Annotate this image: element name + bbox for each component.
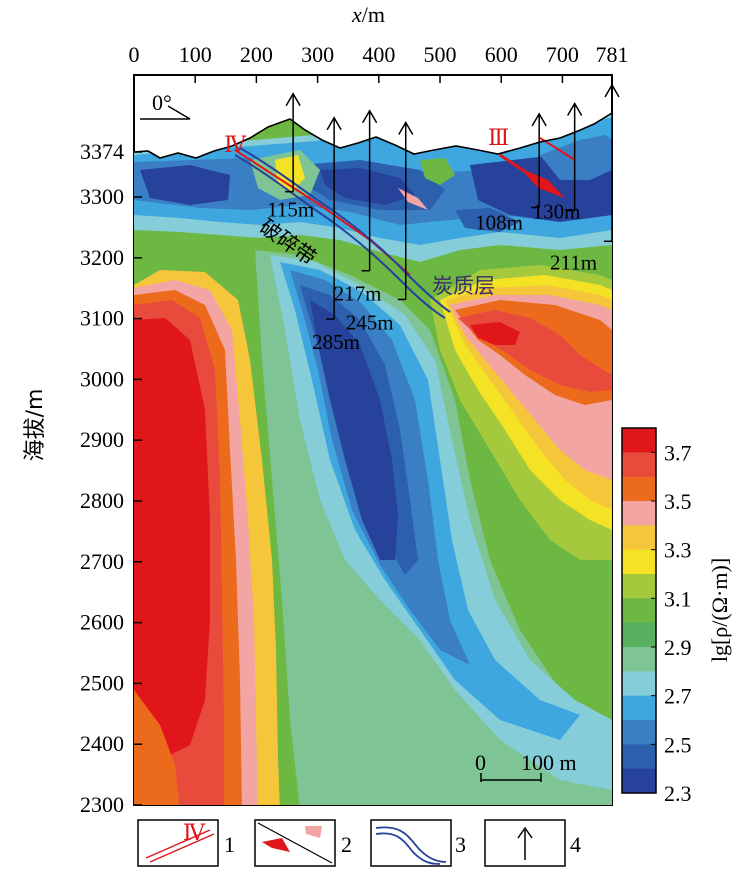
x-tick-label: 300 xyxy=(301,42,334,67)
scale-bar-right: 100 m xyxy=(521,750,577,775)
colorbar-swatch xyxy=(622,574,656,599)
colorbar-tick-label: 3.3 xyxy=(664,538,692,563)
colorbar-swatch xyxy=(622,525,656,551)
colorbar-swatch xyxy=(622,768,656,794)
y-tick-label: 3100 xyxy=(80,306,124,331)
fault-label-iii: Ⅲ xyxy=(488,125,509,150)
legend-number-2: 2 xyxy=(341,832,352,857)
legend-number-4: 4 xyxy=(570,832,581,857)
x-tick-label: 0 xyxy=(129,42,140,67)
legend: Ⅳ 1 2 3 4 xyxy=(137,819,581,867)
colorbar-swatch xyxy=(622,452,656,478)
colorbar-swatch xyxy=(622,720,656,745)
borehole-arrowhead xyxy=(531,112,547,127)
borehole-arrowhead xyxy=(361,109,378,124)
borehole-arrowhead xyxy=(567,101,583,116)
colorbar-swatch xyxy=(622,549,656,575)
y-tick-label: 3374 xyxy=(80,139,124,164)
borehole-depth-label: 211m xyxy=(550,250,597,274)
colorbar-swatch xyxy=(622,647,656,672)
lens-red xyxy=(520,168,565,198)
fault-iii-b xyxy=(539,137,576,161)
colorbar-swatch xyxy=(622,695,656,721)
colorbar-swatch xyxy=(622,428,656,453)
legend-fault-symbol: Ⅳ xyxy=(183,820,206,845)
legend-item-curve: 3 xyxy=(370,819,466,867)
fracture-zone-curve-2 xyxy=(239,147,451,313)
colorbar-tick-label: 2.5 xyxy=(664,732,692,757)
legend-number-3: 3 xyxy=(455,832,466,857)
y-axis-title: 海拔/m xyxy=(23,389,48,462)
borehole-arrowhead xyxy=(326,116,342,131)
borehole-arrowhead xyxy=(398,121,414,135)
y-axis: 3374 3300 3200 3100 3000 2900 2800 2700 2600 2500… xyxy=(80,139,142,817)
x-tick-label: 700 xyxy=(546,42,579,67)
topography-line xyxy=(133,112,613,159)
borehole-depth-label: 108m xyxy=(475,211,523,235)
orientation-label: 0° xyxy=(152,90,172,115)
legend-item-lens: 2 xyxy=(254,819,352,867)
colorbar-label: lg[ρ/(Ω·m)] xyxy=(707,558,732,662)
x-tick-label: 400 xyxy=(362,42,395,67)
carbonaceous-layer-label: 炭质层 xyxy=(432,274,495,298)
orientation-indicator: 0° xyxy=(140,90,191,120)
heatmap-area xyxy=(134,113,612,805)
fracture-zone-curve-1 xyxy=(234,154,446,319)
borehole-depth-label: 217m xyxy=(334,282,382,306)
legend-item-arrow: 4 xyxy=(484,819,581,867)
scale-bar-left: 0 xyxy=(475,750,486,775)
x-tick-label: 200 xyxy=(240,42,273,67)
y-tick-label: 2600 xyxy=(80,610,124,635)
y-tick-label: 3300 xyxy=(80,184,124,209)
y-tick-label: 2700 xyxy=(80,549,124,574)
colorbar-tick-label: 2.3 xyxy=(664,781,692,806)
legend-number-1: 1 xyxy=(224,832,235,857)
borehole-arrowhead xyxy=(604,83,620,98)
colorbar-tick-label: 3.1 xyxy=(664,586,692,611)
y-tick-label: 3000 xyxy=(80,366,124,391)
borehole-depth-label: 130m xyxy=(533,200,581,224)
fault-lines xyxy=(234,137,576,319)
x-axis: 0 100 200 300 400 500 600 700 781 xyxy=(129,42,629,83)
colorbar-tick-label: 2.7 xyxy=(664,684,692,709)
colorbar-tick-label: 2.9 xyxy=(664,635,692,660)
legend-item-fault: Ⅳ 1 xyxy=(137,819,235,867)
x-tick-label: 600 xyxy=(485,42,518,67)
colorbar-swatch xyxy=(622,598,656,624)
boreholes: 115m 285m 217m 245m 108m 130m 211m xyxy=(267,83,620,354)
borehole-depth-label: 245m xyxy=(346,310,394,334)
colorbar: 3.7 3.5 3.3 3.1 2.9 2.7 2.5 2.3 xyxy=(621,427,692,806)
y-tick-label: 2500 xyxy=(80,670,124,695)
y-tick-label: 2900 xyxy=(80,427,124,452)
colorbar-frame xyxy=(621,427,657,794)
colorbar-swatch xyxy=(622,501,656,526)
colorbar-swatch xyxy=(622,744,656,770)
scale-bar: 0 100 m xyxy=(475,750,577,782)
colorbar-tick-label: 3.5 xyxy=(664,489,692,514)
borehole-depth-label: 115m xyxy=(267,198,314,222)
borehole-arrowhead xyxy=(285,92,301,107)
fault-label-iv: Ⅳ xyxy=(224,132,247,157)
x-tick-label: 781 xyxy=(596,42,629,67)
colorbar-swatch xyxy=(622,476,656,502)
borehole-depth-label: 285m xyxy=(312,330,360,354)
y-tick-label: 2800 xyxy=(80,488,124,513)
colorbar-swatch xyxy=(622,622,656,648)
y-tick-label: 3200 xyxy=(80,245,124,270)
x-axis-title: x/m xyxy=(351,2,385,27)
colorbar-tick-label: 3.7 xyxy=(664,440,692,465)
y-tick-label: 2400 xyxy=(80,731,124,756)
colorbar-swatch xyxy=(622,671,656,697)
x-tick-label: 100 xyxy=(179,42,212,67)
x-tick-label: 500 xyxy=(424,42,457,67)
y-tick-label: 2300 xyxy=(80,792,124,817)
